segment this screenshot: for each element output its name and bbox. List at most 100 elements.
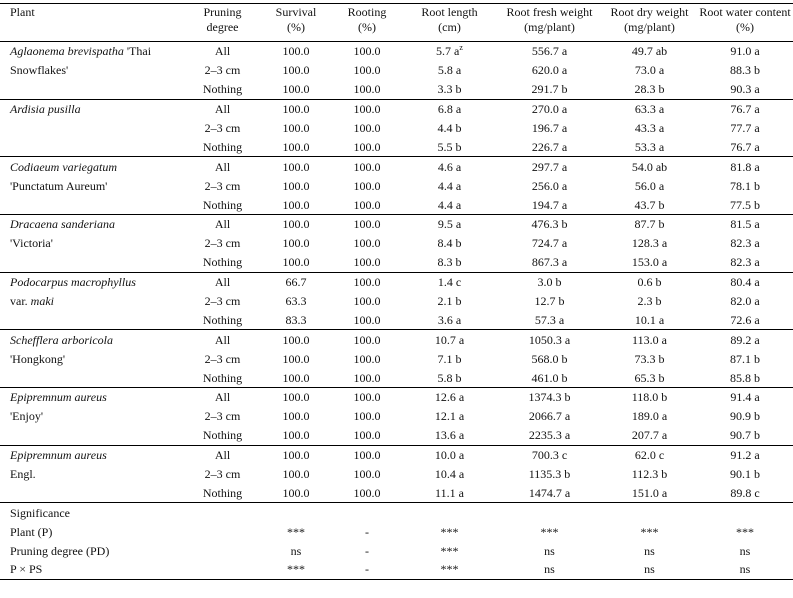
value-cell: 100.0	[260, 349, 332, 368]
value: 13.6 a	[434, 428, 465, 443]
value: 100.0	[353, 255, 381, 270]
value: 0.6 b	[637, 275, 662, 290]
header-line: Pruning	[203, 5, 242, 19]
pruning-degree: All	[185, 214, 260, 234]
value: 100.0	[282, 485, 310, 500]
value-cell: 5.5 b	[402, 137, 497, 156]
value-cell: 196.7 a	[497, 119, 602, 138]
significance-title: Significance	[0, 502, 185, 523]
plant-name: Epipremnum aureus	[10, 448, 107, 463]
value: 91.0 a	[730, 44, 760, 59]
value-cell: 62.0 c	[602, 444, 697, 465]
value-cell: 100.0	[332, 407, 402, 426]
value-cell: 10.0 a	[402, 444, 497, 465]
significance-row: Plant (P) *** - *** *** *** ***	[0, 522, 793, 541]
value-cell: 568.0 b	[497, 349, 602, 368]
column-header: Pruning degree	[185, 3, 260, 42]
value-cell: 12.6 a	[402, 387, 497, 407]
value: 100.0	[353, 448, 381, 463]
value-cell: 2.3 b	[602, 292, 697, 311]
value-cell: 85.8 b	[697, 368, 793, 387]
value: 620.0 a	[531, 63, 568, 78]
value-cell: 8.4 b	[402, 234, 497, 253]
value: 297.7 a	[531, 159, 568, 174]
value: 63.3	[285, 294, 307, 309]
value-cell: 100.0	[332, 426, 402, 445]
value-cell: 100.0	[260, 426, 332, 445]
value: 113.0 a	[632, 332, 667, 347]
value: 100.0	[282, 370, 310, 385]
value-cell: 81.8 a	[697, 156, 793, 177]
header-line: (cm)	[438, 20, 461, 34]
value-cell: 100.0	[332, 329, 402, 350]
value: -	[365, 562, 369, 577]
header-line: (mg/plant)	[624, 20, 675, 34]
value-cell: ns	[697, 541, 793, 560]
blank-cell	[402, 502, 497, 523]
value-cell: 82.0 a	[697, 292, 793, 311]
value: 43.3 a	[634, 121, 665, 135]
value-cell: 90.9 b	[697, 407, 793, 426]
data-row: Nothing 100.0 100.0 13.6 a 2235.3 a 207.7 a 90…	[0, 426, 793, 445]
value-cell: 3.3 b	[402, 80, 497, 99]
value: 76.7 a	[730, 102, 760, 117]
value: 291.7 b	[531, 82, 568, 97]
plant-name: 'Hongkong'	[10, 351, 65, 366]
value-cell: 100.0	[332, 253, 402, 272]
blank-cell	[260, 502, 332, 523]
value-cell: 4.4 a	[402, 195, 497, 214]
value-cell: 3.0 b	[497, 271, 602, 292]
value: 194.7 a	[531, 197, 568, 212]
value-cell: 256.0 a	[497, 176, 602, 195]
value-cell: 100.0	[332, 387, 402, 407]
plant-cell: 'Enjoy'	[0, 407, 185, 426]
value: 1474.7 a	[528, 485, 571, 500]
value: 100.0	[282, 178, 310, 193]
value: 100.0	[353, 63, 381, 78]
value-cell: 207.7 a	[602, 426, 697, 445]
header-line: Rooting	[347, 5, 387, 19]
value-cell: 100.0	[332, 444, 402, 465]
value-cell: 76.7 a	[697, 137, 793, 156]
value-cell: 43.3 a	[602, 119, 697, 138]
pruning-degree: Nothing	[202, 139, 243, 154]
data-row: Epipremnum aureus All 100.0 100.0 10.0 a 700.…	[0, 444, 793, 465]
value: 87.7 b	[634, 217, 665, 232]
value: 100.0	[282, 467, 310, 482]
value-cell: 90.1 b	[697, 465, 793, 484]
plant-cell	[0, 80, 185, 99]
data-row: Engl. 2–3 cm 100.0 100.0 10.4 a 1135.3 b 112.3…	[0, 465, 793, 484]
factor-label: Pruning degree (PD)	[10, 543, 110, 558]
value-cell: 90.7 b	[697, 426, 793, 445]
value-cell: ***	[402, 541, 497, 560]
value: 100.0	[282, 102, 310, 117]
value: 77.7 a	[730, 121, 760, 135]
value: ***	[440, 562, 459, 577]
value: 2066.7 a	[528, 409, 571, 424]
value: 226.7 a	[531, 139, 568, 154]
value: 189.0 a	[631, 409, 668, 424]
value: 100.0	[353, 236, 381, 251]
plant-name: Epipremnum aureus	[10, 390, 107, 405]
value-cell: 2.1 b	[402, 292, 497, 311]
value: 100.0	[353, 139, 381, 154]
value-cell: 476.3 b	[497, 214, 602, 234]
plant-cell	[0, 310, 185, 329]
value-cell: 100.0	[332, 310, 402, 329]
plant-name: Aglaonema brevispatha	[10, 44, 124, 59]
value: 12.6 a	[434, 390, 465, 405]
value-cell: ns	[260, 541, 332, 560]
header-line: (%)	[287, 20, 305, 34]
value: 90.3 a	[730, 82, 760, 97]
value: 8.4 b	[437, 236, 462, 251]
value-cell: 63.3 a	[602, 98, 697, 119]
value: 1135.3 b	[528, 467, 571, 482]
value-cell: ns	[602, 541, 697, 560]
header-line: Root length	[421, 5, 478, 19]
value: ***	[440, 543, 459, 558]
value-cell: 100.0	[260, 176, 332, 195]
value: 100.0	[353, 332, 381, 347]
value: 100.0	[353, 467, 381, 482]
value: 100.0	[353, 370, 381, 385]
value-cell: 100.0	[260, 195, 332, 214]
